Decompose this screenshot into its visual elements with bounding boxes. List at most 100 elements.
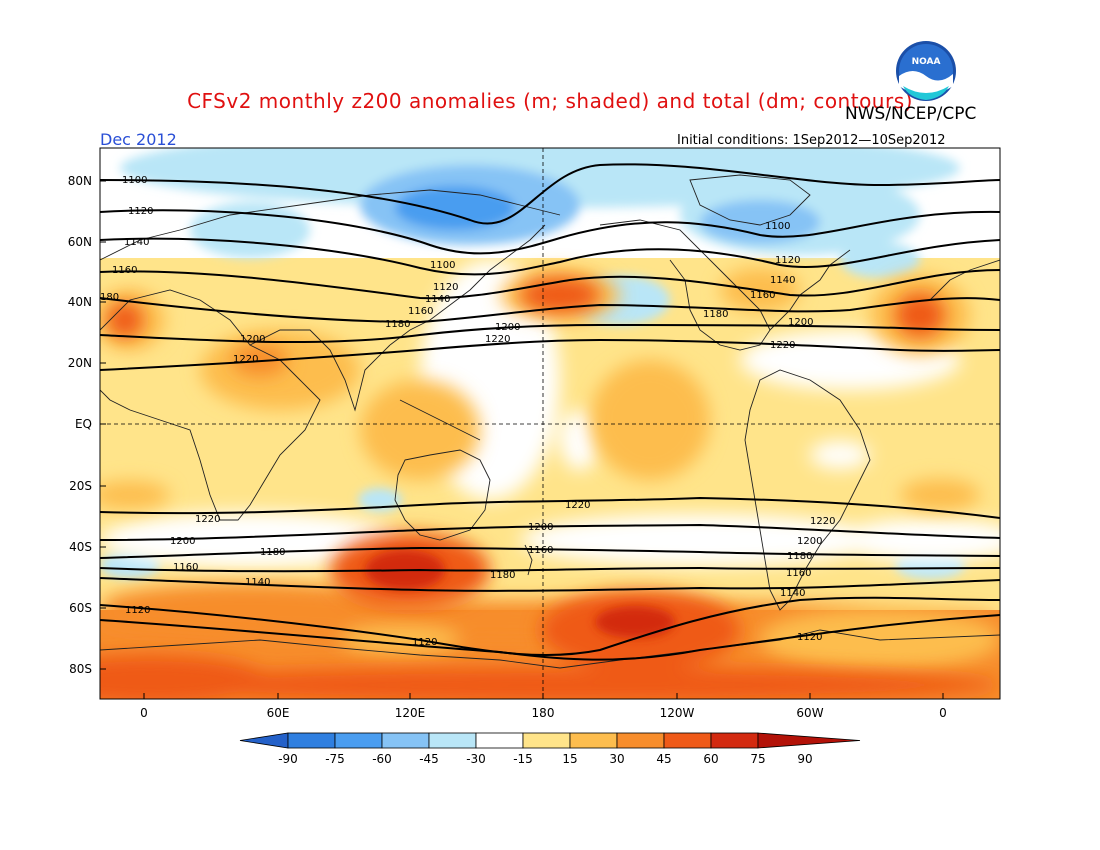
contour-label: 180 xyxy=(100,292,119,303)
colorbar-swatch xyxy=(334,732,383,749)
contour-label-group: 1100 1120 1140 1160 180 1100 1120 1140 1… xyxy=(100,175,835,648)
lon-tick-label: 60W xyxy=(796,706,823,720)
antarctica-coast xyxy=(100,629,1000,669)
lat-tick-label: 60N xyxy=(68,235,92,249)
month-label: Dec 2012 xyxy=(100,130,177,149)
contour-1200-north xyxy=(100,323,1000,344)
lat-tick-label: EQ xyxy=(75,417,92,431)
height-contours xyxy=(100,163,1000,661)
lat-tick-label: 40N xyxy=(68,295,92,309)
greenland-coast xyxy=(689,174,811,226)
europe-coast xyxy=(929,259,1000,301)
east-asia-coast xyxy=(389,224,546,346)
lon-tick-label: 120E xyxy=(395,706,426,720)
contour-label: 1140 xyxy=(780,588,805,599)
lon-tick-label: 180 xyxy=(532,706,555,720)
contour-1220-north xyxy=(100,338,1000,371)
lat-tick-label: 40S xyxy=(69,540,92,554)
contour-label: 1200 xyxy=(240,334,265,345)
contour-label: 1160 xyxy=(408,306,433,317)
colorbar-label: -30 xyxy=(466,752,486,766)
asia-south-coast xyxy=(249,329,391,412)
lat-tick-label: 80S xyxy=(69,662,92,676)
lon-tick-label: 0 xyxy=(939,706,947,720)
colorbar-swatch xyxy=(710,732,759,749)
contour-label: 1200 xyxy=(797,536,822,547)
colorbar-label: -15 xyxy=(513,752,533,766)
contour-label: 1140 xyxy=(770,275,795,286)
contour-1120-north xyxy=(100,209,1000,255)
colorbar-swatch xyxy=(616,732,665,749)
contour-label: 1100 xyxy=(430,260,455,271)
contour-1120-south xyxy=(100,596,1000,657)
svg-text:NOAA: NOAA xyxy=(912,57,941,67)
contour-label: 1220 xyxy=(195,514,220,525)
longitude-axis: 0 60E 120E 180 120W 60W 0 xyxy=(140,693,947,720)
colorbar-swatch xyxy=(663,732,712,749)
colorbar: -90 -75 -60 -45 -30 -15 15 30 45 60 75 90 xyxy=(239,732,861,766)
south-america-coast xyxy=(744,369,871,611)
colorbar-label: -60 xyxy=(372,752,392,766)
contour-label: 1200 xyxy=(788,317,813,328)
contour-label: 1220 xyxy=(565,500,590,511)
latitude-axis: 80N 60N 40N 20N EQ 20S 40S 60S 80S xyxy=(68,174,106,676)
contour-label: 1160 xyxy=(173,562,198,573)
colorbar-label: -45 xyxy=(419,752,439,766)
colorbar-label: 15 xyxy=(562,752,577,766)
contour-label: 1180 xyxy=(260,547,285,558)
noaa-logo-icon: NOAA xyxy=(896,41,956,101)
map-title: CFSv2 monthly z200 anomalies (m; shaded)… xyxy=(187,89,913,113)
contour-label: 1100 xyxy=(122,175,147,186)
colorbar-label: -75 xyxy=(325,752,345,766)
lat-tick-label: 20N xyxy=(68,356,92,370)
contour-1120-polar xyxy=(100,614,1000,661)
contour-label: 1120 xyxy=(433,282,458,293)
contour-1220-south xyxy=(100,496,1000,519)
agency-label: NWS/NCEP/CPC xyxy=(845,104,977,124)
colorbar-swatch xyxy=(522,732,571,749)
colorbar-label: -90 xyxy=(278,752,298,766)
colorbar-label: 45 xyxy=(656,752,671,766)
north-america-east-coast xyxy=(769,249,851,331)
colorbar-label: 75 xyxy=(750,752,765,766)
lon-tick-label: 0 xyxy=(140,706,148,720)
contour-label: 1200 xyxy=(170,536,195,547)
contour-1140-north xyxy=(100,237,1000,276)
contour-1140-south xyxy=(100,577,1000,592)
coastlines xyxy=(100,174,1000,669)
lat-tick-label: 20S xyxy=(69,479,92,493)
contour-label: 1120 xyxy=(128,206,153,217)
colorbar-arrow-right xyxy=(757,732,861,749)
colorbar-label: 60 xyxy=(703,752,718,766)
contour-label: 1160 xyxy=(112,265,137,276)
contour-1160-south xyxy=(100,566,1000,573)
colorbar-swatch xyxy=(428,732,477,749)
australia-coast xyxy=(394,449,491,541)
lat-tick-label: 60S xyxy=(69,601,92,615)
contour-1160-north xyxy=(100,269,1000,300)
indonesia-coast xyxy=(399,399,481,441)
contour-label: 1220 xyxy=(485,334,510,345)
contour-label: 1140 xyxy=(425,294,450,305)
contour-label: 1180 xyxy=(703,309,728,320)
contour-label: 1140 xyxy=(124,237,149,248)
colorbar-swatch xyxy=(569,732,618,749)
colorbar-label: 30 xyxy=(609,752,624,766)
contour-label: 1180 xyxy=(787,551,812,562)
contour-label: 1160 xyxy=(786,568,811,579)
contour-label: 1200 xyxy=(495,322,520,333)
lon-tick-label: 120W xyxy=(660,706,695,720)
colorbar-swatch xyxy=(287,732,336,749)
contour-label: 1220 xyxy=(770,340,795,351)
contour-label: 1220 xyxy=(810,516,835,527)
contour-1180-south xyxy=(100,546,1000,559)
eurasia-north-coast xyxy=(100,189,561,261)
initial-conditions-label: Initial conditions: 1Sep2012—10Sep2012 xyxy=(677,133,946,148)
contour-label: 1120 xyxy=(412,637,437,648)
contour-1180-north xyxy=(100,297,1000,324)
lon-tick-label: 60E xyxy=(267,706,290,720)
contour-label: 1120 xyxy=(797,632,822,643)
contour-1100-north xyxy=(100,163,1000,225)
contour-label: 1160 xyxy=(528,545,553,556)
